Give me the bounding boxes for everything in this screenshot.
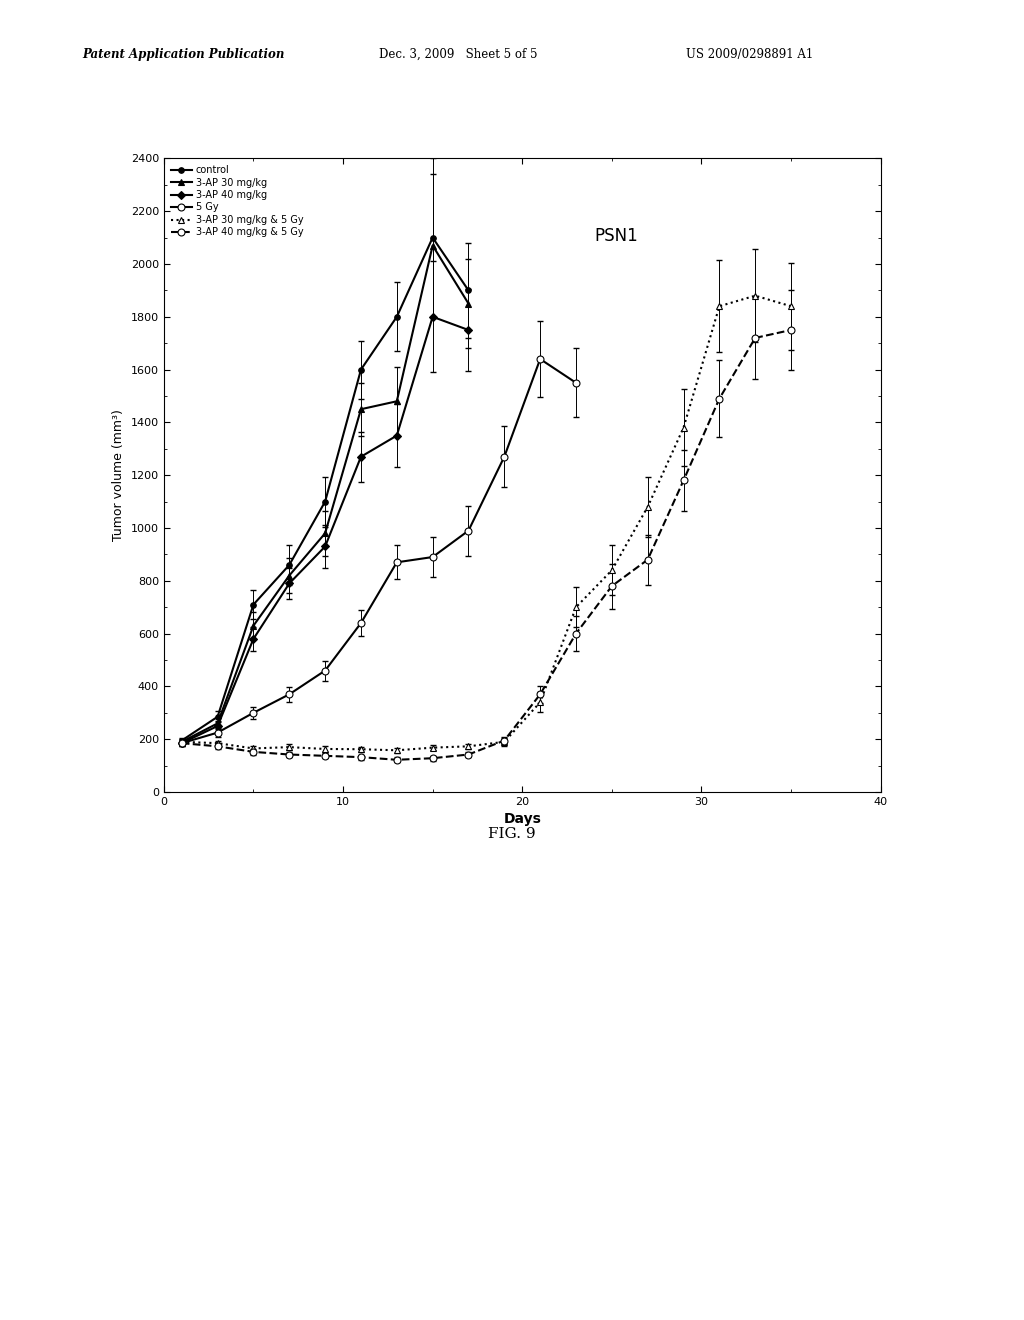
Legend: control, 3-AP 30 mg/kg, 3-AP 40 mg/kg, 5 Gy, 3-AP 30 mg/kg & 5 Gy, 3-AP 40 mg/kg: control, 3-AP 30 mg/kg, 3-AP 40 mg/kg, 5…: [169, 164, 305, 239]
5 Gy: [354, 615, 367, 631]
5 Gy: [498, 449, 510, 465]
3-AP 30 mg/kg & 5 Gy: [283, 739, 295, 755]
3-AP 40 mg/kg & 5 Gy: [713, 391, 725, 407]
3-AP 30 mg/kg & 5 Gy: [463, 738, 475, 754]
3-AP 30 mg/kg & 5 Gy: [749, 288, 761, 304]
3-AP 30 mg/kg & 5 Gy: [569, 599, 582, 615]
3-AP 30 mg/kg: [463, 296, 475, 312]
5 Gy: [319, 663, 332, 678]
3-AP 40 mg/kg & 5 Gy: [211, 738, 223, 754]
Text: US 2009/0298891 A1: US 2009/0298891 A1: [686, 48, 813, 61]
3-AP 30 mg/kg: [354, 401, 367, 417]
3-AP 30 mg/kg: [248, 618, 260, 634]
3-AP 30 mg/kg & 5 Gy: [390, 742, 402, 758]
Text: FIG. 9: FIG. 9: [488, 828, 536, 841]
Y-axis label: Tumor volume (mm³): Tumor volume (mm³): [113, 409, 125, 541]
3-AP 40 mg/kg: [463, 322, 475, 338]
5 Gy: [211, 725, 223, 741]
Line: 3-AP 40 mg/kg & 5 Gy: 3-AP 40 mg/kg & 5 Gy: [178, 326, 795, 763]
3-AP 40 mg/kg & 5 Gy: [390, 752, 402, 768]
Text: Patent Application Publication: Patent Application Publication: [82, 48, 285, 61]
Line: control: control: [179, 235, 471, 743]
3-AP 40 mg/kg: [319, 539, 332, 554]
3-AP 30 mg/kg: [176, 734, 188, 750]
3-AP 40 mg/kg & 5 Gy: [784, 322, 797, 338]
3-AP 40 mg/kg & 5 Gy: [498, 733, 510, 748]
3-AP 30 mg/kg & 5 Gy: [713, 298, 725, 314]
5 Gy: [248, 705, 260, 721]
3-AP 30 mg/kg & 5 Gy: [211, 735, 223, 751]
5 Gy: [569, 375, 582, 391]
Text: Dec. 3, 2009   Sheet 5 of 5: Dec. 3, 2009 Sheet 5 of 5: [379, 48, 538, 61]
3-AP 40 mg/kg & 5 Gy: [248, 744, 260, 760]
3-AP 40 mg/kg & 5 Gy: [641, 552, 653, 568]
5 Gy: [176, 735, 188, 751]
3-AP 40 mg/kg: [354, 449, 367, 465]
3-AP 40 mg/kg & 5 Gy: [283, 747, 295, 763]
3-AP 30 mg/kg & 5 Gy: [426, 739, 438, 755]
control: [248, 597, 260, 612]
3-AP 30 mg/kg & 5 Gy: [319, 741, 332, 756]
control: [426, 230, 438, 246]
3-AP 40 mg/kg: [211, 718, 223, 734]
5 Gy: [390, 554, 402, 570]
3-AP 30 mg/kg: [211, 715, 223, 731]
3-AP 40 mg/kg: [248, 631, 260, 647]
control: [211, 709, 223, 725]
3-AP 40 mg/kg & 5 Gy: [535, 686, 547, 702]
3-AP 30 mg/kg & 5 Gy: [641, 499, 653, 515]
Line: 5 Gy: 5 Gy: [178, 355, 580, 747]
5 Gy: [463, 523, 475, 539]
3-AP 40 mg/kg & 5 Gy: [569, 626, 582, 642]
5 Gy: [535, 351, 547, 367]
control: [354, 362, 367, 378]
control: [463, 282, 475, 298]
3-AP 30 mg/kg & 5 Gy: [248, 741, 260, 756]
control: [283, 557, 295, 573]
3-AP 40 mg/kg & 5 Gy: [749, 330, 761, 346]
3-AP 40 mg/kg & 5 Gy: [426, 750, 438, 766]
Line: 3-AP 40 mg/kg: 3-AP 40 mg/kg: [179, 314, 471, 746]
5 Gy: [283, 686, 295, 702]
3-AP 30 mg/kg & 5 Gy: [605, 562, 617, 578]
3-AP 30 mg/kg & 5 Gy: [784, 298, 797, 314]
Line: 3-AP 30 mg/kg: 3-AP 30 mg/kg: [178, 242, 472, 746]
3-AP 40 mg/kg & 5 Gy: [354, 750, 367, 766]
Text: PSN1: PSN1: [594, 227, 638, 244]
3-AP 40 mg/kg: [176, 735, 188, 751]
control: [390, 309, 402, 325]
control: [176, 733, 188, 748]
3-AP 30 mg/kg: [283, 568, 295, 583]
3-AP 30 mg/kg: [390, 393, 402, 409]
control: [319, 494, 332, 510]
X-axis label: Days: Days: [504, 812, 541, 826]
3-AP 40 mg/kg: [426, 309, 438, 325]
3-AP 30 mg/kg: [319, 525, 332, 541]
5 Gy: [426, 549, 438, 565]
3-AP 30 mg/kg & 5 Gy: [535, 694, 547, 710]
3-AP 40 mg/kg & 5 Gy: [319, 748, 332, 764]
3-AP 40 mg/kg & 5 Gy: [463, 747, 475, 763]
3-AP 30 mg/kg & 5 Gy: [354, 742, 367, 758]
3-AP 30 mg/kg & 5 Gy: [678, 420, 690, 436]
3-AP 40 mg/kg: [283, 576, 295, 591]
3-AP 40 mg/kg: [390, 428, 402, 444]
3-AP 30 mg/kg & 5 Gy: [176, 734, 188, 750]
3-AP 40 mg/kg & 5 Gy: [678, 473, 690, 488]
Line: 3-AP 30 mg/kg & 5 Gy: 3-AP 30 mg/kg & 5 Gy: [178, 292, 795, 754]
3-AP 40 mg/kg & 5 Gy: [605, 578, 617, 594]
3-AP 30 mg/kg: [426, 238, 438, 253]
3-AP 30 mg/kg & 5 Gy: [498, 734, 510, 750]
3-AP 40 mg/kg & 5 Gy: [176, 735, 188, 751]
